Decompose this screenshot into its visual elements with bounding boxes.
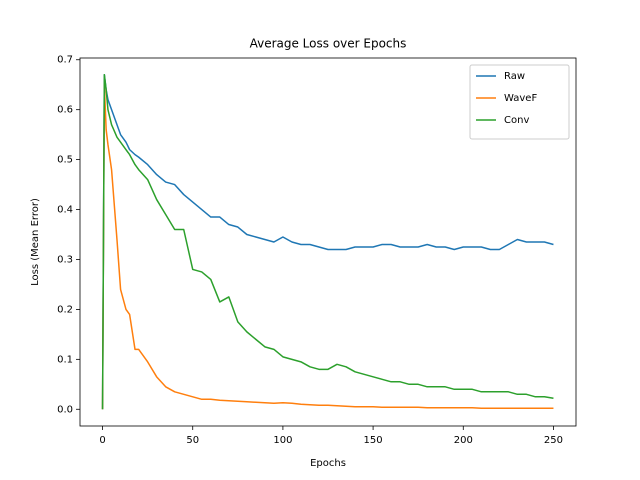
y-tick-label: 0.3 [57, 254, 73, 265]
x-tick-label: 0 [99, 435, 105, 446]
line-series [101, 73, 554, 410]
legend-label: WaveF [504, 93, 537, 104]
x-axis-label: Epochs [310, 458, 346, 469]
y-tick-label: 0.1 [57, 354, 73, 365]
x-tick-label: 100 [273, 435, 292, 446]
y-tick-label: 0.7 [57, 55, 73, 66]
legend-label: Raw [504, 71, 525, 82]
y-tick-label: 0.0 [57, 404, 73, 415]
legend-label: Conv [504, 115, 529, 126]
line-series [101, 83, 554, 410]
line-series [101, 73, 554, 410]
x-tick-label: 50 [186, 435, 199, 446]
y-tick-label: 0.6 [57, 105, 73, 116]
y-tick-label: 0.4 [57, 205, 73, 216]
x-tick-label: 150 [364, 435, 383, 446]
x-tick-label: 250 [544, 435, 563, 446]
chart-title: Average Loss over Epochs [250, 37, 407, 51]
axes-frame [79, 57, 577, 427]
y-tick-label: 0.2 [57, 304, 73, 315]
y-axis-label: Loss (Mean Error) [30, 198, 41, 286]
x-tick-label: 200 [454, 435, 473, 446]
y-tick-label: 0.5 [57, 155, 73, 166]
